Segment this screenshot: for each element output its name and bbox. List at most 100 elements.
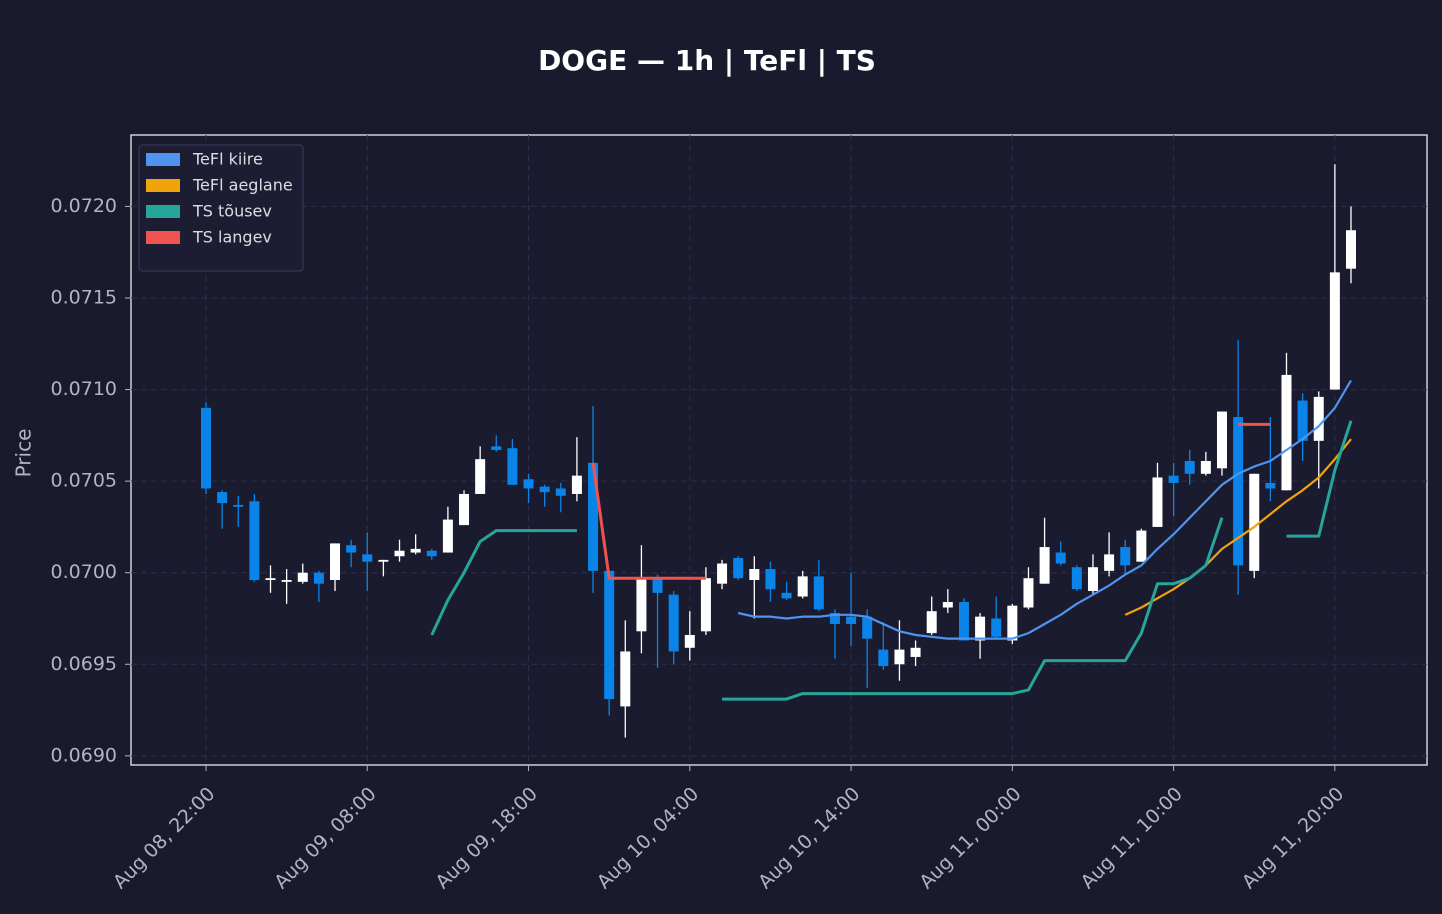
candle-body [201, 407, 211, 489]
candle-body [620, 651, 631, 707]
chart-title: DOGE — 1h | TeFl | TS [538, 44, 876, 77]
x-tick-label: Aug 11, 20:00 [1238, 783, 1348, 893]
legend-label: TeFl aeglane [192, 176, 293, 195]
candle-body [426, 550, 437, 557]
candle-body [1265, 482, 1276, 489]
candle-body [410, 548, 421, 553]
candle-body [700, 578, 711, 632]
candle-body [523, 479, 534, 489]
legend-swatch [146, 231, 180, 244]
candle-body [926, 611, 937, 634]
candle-body [1136, 530, 1147, 562]
x-tick-label: Aug 09, 08:00 [270, 783, 380, 893]
marks [201, 164, 1356, 738]
candle-body [781, 592, 792, 599]
candle-body [1039, 547, 1050, 584]
candle-body [394, 550, 405, 557]
candle-body [442, 519, 453, 553]
candle-body [958, 602, 969, 641]
x-tick-label: Aug 10, 14:00 [754, 783, 864, 893]
candle-body [652, 578, 663, 593]
candle-body [717, 563, 728, 584]
candle-body [297, 572, 308, 582]
candle-body [894, 649, 905, 665]
y-tick-label: 0.0690 [51, 744, 117, 766]
legend-label: TeFl kiire [192, 150, 263, 169]
y-tick-label: 0.0710 [51, 378, 117, 400]
candle-body [1168, 475, 1179, 483]
indicator-line [430, 420, 1353, 701]
candle-body [1249, 473, 1260, 571]
indicator-line [591, 422, 1271, 580]
legend-label: TS tõusev [192, 202, 272, 221]
candle-body [249, 501, 260, 581]
candle-body [1233, 417, 1244, 566]
candle-body [1007, 605, 1018, 641]
candle-body [604, 570, 615, 700]
candle-body [910, 647, 921, 657]
candle-body [765, 569, 776, 590]
legend-swatch [146, 153, 180, 166]
legend-swatch [146, 179, 180, 192]
candle-body [1297, 400, 1308, 441]
candle-body [1023, 578, 1034, 608]
candle-body [733, 558, 744, 579]
candle-body [1104, 554, 1115, 571]
candle-body [507, 448, 518, 485]
y-tick-label: 0.0720 [51, 195, 117, 217]
candle-body [459, 493, 470, 526]
candle-body [991, 618, 1002, 637]
candle-body [1152, 477, 1163, 527]
candle-body [1346, 230, 1356, 269]
candle-body [797, 576, 808, 597]
candle-body [1200, 460, 1211, 474]
x-tick-label: Aug 11, 00:00 [915, 783, 1025, 893]
candle-body [555, 488, 566, 496]
candle-body [1184, 460, 1195, 474]
y-tick-label: 0.0705 [51, 470, 117, 492]
indicator-line [737, 379, 1352, 640]
candle-body [846, 616, 857, 624]
indicator-line [1124, 438, 1352, 616]
candle-body [1313, 396, 1324, 441]
candle-body [362, 554, 373, 562]
candle-body [281, 580, 292, 582]
legend-swatch [146, 205, 180, 218]
candle-body [1281, 374, 1292, 491]
candle-body [1071, 567, 1082, 590]
y-axis-label: Price [12, 429, 36, 478]
candle-body [233, 504, 244, 507]
candle-body [749, 569, 760, 581]
candle-body [878, 649, 889, 667]
candle-body [217, 492, 228, 504]
candle-body [346, 545, 357, 553]
candle-body [975, 616, 986, 641]
y-tick-label: 0.0700 [51, 561, 117, 583]
x-tick-label: Aug 11, 10:00 [1077, 783, 1187, 893]
candle-body [684, 634, 695, 648]
legend-label: TS langev [192, 228, 272, 247]
candle-body [1329, 272, 1340, 390]
candle-body [475, 459, 486, 494]
candle-body [539, 486, 550, 493]
candle-body [313, 572, 324, 584]
candle-body [1087, 567, 1098, 592]
candle-body [813, 576, 824, 610]
candle-body [636, 578, 647, 632]
candle-body [829, 612, 840, 624]
candle-body [1055, 552, 1066, 564]
candle-body [1120, 547, 1131, 566]
plot-area [130, 134, 1428, 766]
candle-body [491, 446, 502, 450]
candle-body [942, 602, 953, 608]
candle-body [571, 475, 582, 494]
x-tick-label: Aug 10, 04:00 [593, 783, 703, 893]
y-tick-label: 0.0695 [51, 653, 117, 675]
candle-body [330, 543, 341, 581]
candle-body [1216, 411, 1227, 469]
candle-body [265, 578, 276, 581]
candle-body [378, 559, 389, 562]
y-tick-label: 0.0715 [51, 286, 117, 308]
legend: TeFl kiire TeFl aeglane TS tõusev TS langev [138, 144, 304, 272]
